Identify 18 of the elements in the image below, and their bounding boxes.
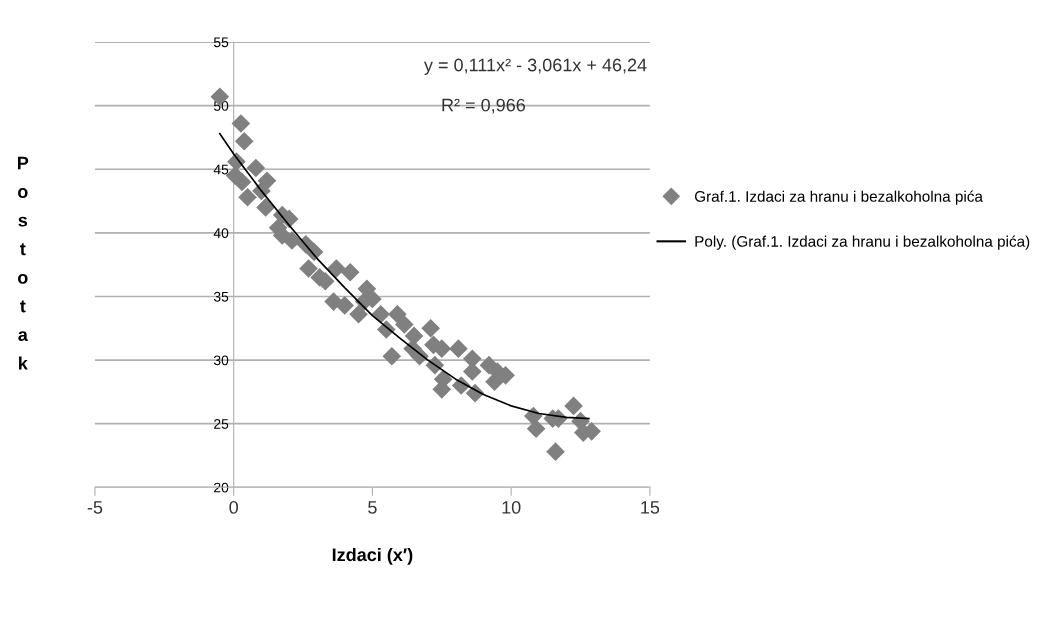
x-tick-label: 5	[368, 501, 377, 514]
annotation: y = 0,111x² - 3,061x + 46,24	[423, 58, 647, 75]
x-tick-label: -5	[87, 501, 103, 514]
y-axis-title: Postotak	[17, 156, 29, 370]
x-tick-label: 0	[229, 500, 238, 514]
y-tick-label: 45	[213, 164, 229, 175]
legend-label: Graf.1. Izdaci za hranu i bezalkoholna pića	[694, 190, 983, 205]
y-tick-label: 40	[213, 228, 229, 239]
y-tick-label: 20	[214, 482, 229, 493]
legend-label: Poly. (Graf.1. Izdaci za hranu i bezalkoholna pića)	[695, 235, 1030, 250]
y-tick-label: 30	[213, 355, 229, 366]
x-tick-label: 10	[502, 500, 521, 514]
x-tick-label: 15	[641, 501, 660, 514]
annotation: R² = 0,966	[442, 98, 526, 114]
y-tick-label: 35	[213, 291, 229, 302]
y-tick-label: 25	[214, 419, 229, 429]
x-axis-title: Izdaci (x′)	[332, 547, 413, 565]
y-tick-label: 55	[213, 37, 229, 48]
